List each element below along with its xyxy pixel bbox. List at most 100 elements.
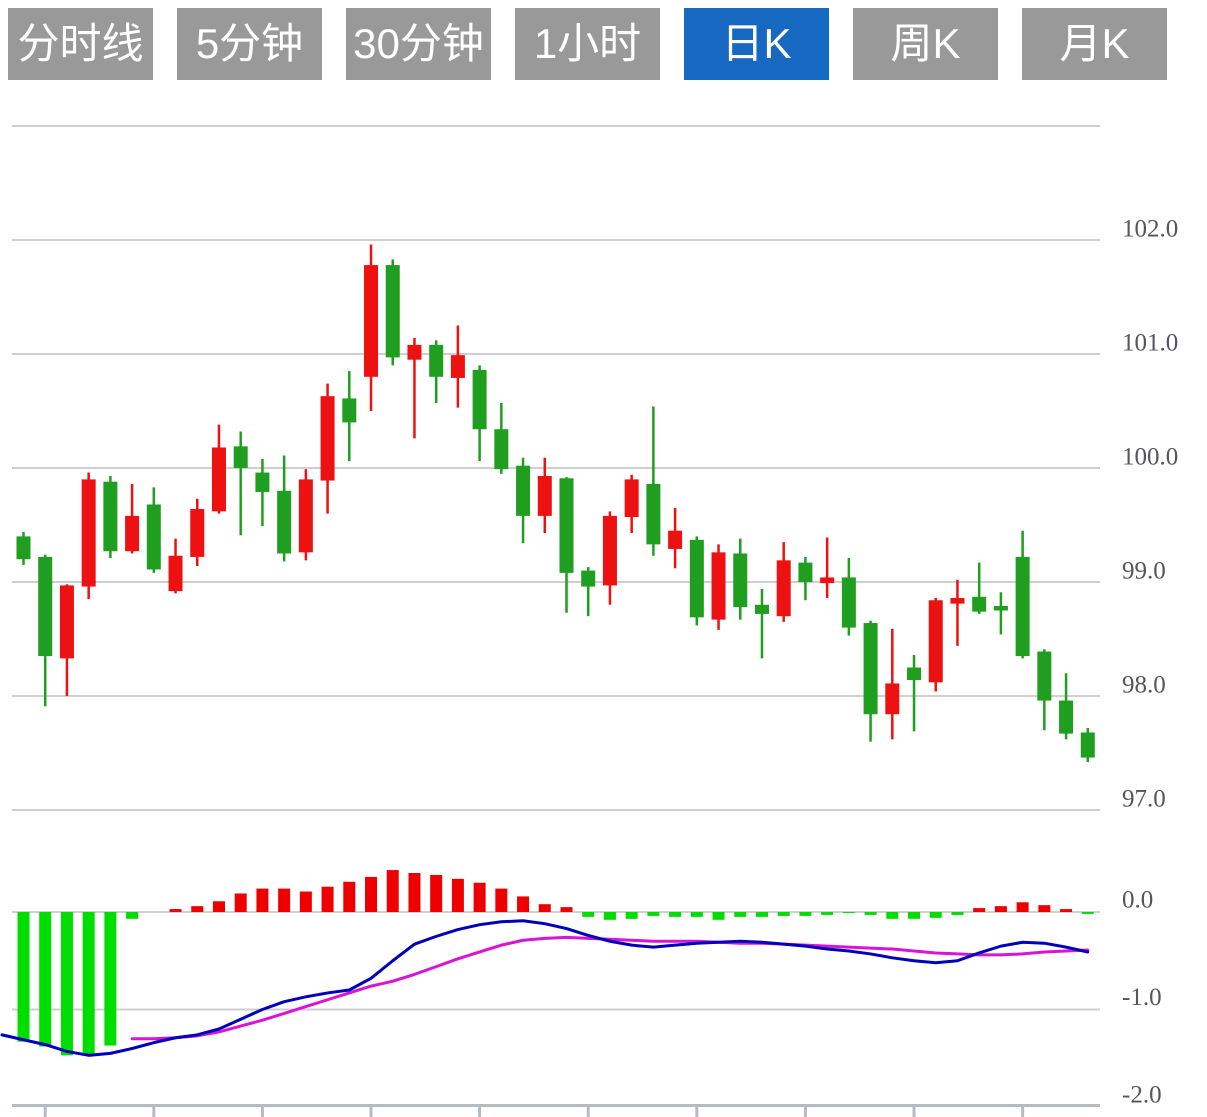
candle-body [233, 446, 248, 468]
macd-bar-down [755, 912, 768, 917]
macd-bar-up [517, 896, 530, 912]
macd-bar-down [647, 912, 660, 916]
macd-bar-up [212, 901, 225, 912]
macd-bar-down [842, 912, 855, 913]
candle-body [450, 355, 465, 378]
macd-axis-label: -2.0 [1122, 1082, 1162, 1109]
macd-bar-up [473, 882, 486, 912]
candle-body [537, 475, 552, 516]
macd-bar-down [60, 912, 73, 1056]
macd-bar-down [799, 912, 812, 916]
macd-bar-down [1081, 912, 1094, 914]
candle-body [1037, 651, 1052, 701]
candle-body [559, 478, 574, 573]
price-axis-label: 98.0 [1122, 672, 1166, 699]
candle-body [168, 555, 183, 592]
macd-bar-up [256, 888, 269, 912]
candle-body [190, 509, 205, 557]
macd-bar-down [104, 912, 117, 1046]
candle-body [342, 398, 357, 423]
candle-body [211, 447, 226, 512]
candle-body [1080, 732, 1095, 758]
tab-time-line[interactable]: 分时线 [8, 8, 153, 80]
price-axis-label: 101.0 [1122, 330, 1178, 357]
candle-body [385, 265, 400, 358]
macd-bar-up [1060, 909, 1073, 912]
tab-weekly-k[interactable]: 周K [853, 8, 998, 80]
candle-body [885, 683, 900, 715]
tab-30min[interactable]: 30分钟 [346, 8, 491, 80]
candle-body [364, 265, 379, 377]
tab-5min[interactable]: 5分钟 [177, 8, 322, 80]
candle-body [407, 344, 422, 360]
dea-line [130, 935, 1090, 1041]
macd-bar-down [886, 912, 899, 919]
candle-body [255, 472, 270, 492]
macd-bar-down [39, 912, 52, 1047]
macd-bar-up [234, 893, 247, 912]
candle-body [581, 570, 596, 587]
candle-body [820, 577, 835, 584]
macd-bar-down [582, 912, 595, 917]
macd-bar-up [538, 904, 551, 912]
macd-bar-down [712, 912, 725, 920]
candle-body [16, 536, 31, 560]
candle-body [429, 344, 444, 377]
macd-bar-down [17, 912, 30, 1042]
price-axis-label: 97.0 [1122, 786, 1166, 813]
candle-body [733, 553, 748, 608]
period-tabbar: 分时线 5分钟 30分钟 1小时 日K 周K 月K [8, 8, 1167, 80]
macd-bar-up [560, 907, 573, 912]
tab-daily-k[interactable]: 日K [684, 8, 829, 80]
macd-bar-down [929, 912, 942, 918]
candle-body [59, 585, 74, 659]
macd-panel: 0.0 -1.0 -2.0 [0, 870, 1162, 1117]
price-axis-label: 100.0 [1122, 444, 1178, 471]
candle-body [689, 539, 704, 618]
candle-body [277, 490, 292, 554]
candle-body [841, 577, 856, 628]
macd-axis-label: -1.0 [1122, 984, 1162, 1011]
macd-bar-up [1038, 905, 1051, 912]
macd-bar-up [386, 870, 399, 912]
candle-body [863, 623, 878, 715]
macd-bar-up [191, 906, 204, 912]
candle-body [668, 530, 683, 549]
tab-1hour[interactable]: 1小时 [515, 8, 660, 80]
macd-bar-up [451, 878, 464, 912]
candle-body [711, 552, 726, 620]
candle-body [776, 560, 791, 617]
price-axis-label: 102.0 [1122, 216, 1178, 243]
candle-body [1059, 700, 1074, 734]
candle-body [125, 515, 140, 552]
tab-monthly-k[interactable]: 月K [1022, 8, 1167, 80]
macd-bar-down [864, 912, 877, 915]
macd-bar-down [908, 912, 921, 919]
candle-body [754, 604, 769, 614]
candle-body [646, 483, 661, 545]
macd-bar-down [777, 912, 790, 916]
price-panel: 102.0 101.0 100.0 99.0 98.0 97.0 [12, 125, 1178, 813]
macd-bar-up [321, 886, 334, 912]
macd-bar-up [430, 874, 443, 912]
price-axis-label: 99.0 [1122, 558, 1166, 585]
candle-body [928, 600, 943, 683]
candle-body [516, 465, 531, 516]
macd-bar-up [365, 876, 378, 912]
candle-body [624, 479, 639, 518]
candle-body [103, 481, 118, 552]
macd-bar-down [625, 912, 638, 919]
candle-body [298, 479, 313, 553]
macd-bar-down [82, 912, 95, 1056]
candle-body [602, 515, 617, 586]
candle-body [38, 556, 53, 657]
macd-bar-down [690, 912, 703, 917]
macd-bar-up [994, 906, 1007, 912]
candle-body [1015, 556, 1030, 657]
macd-bar-down [669, 912, 682, 917]
candle-body [320, 396, 335, 481]
candle-body [972, 596, 987, 612]
candle-body [472, 369, 487, 430]
candle-body [907, 667, 922, 681]
